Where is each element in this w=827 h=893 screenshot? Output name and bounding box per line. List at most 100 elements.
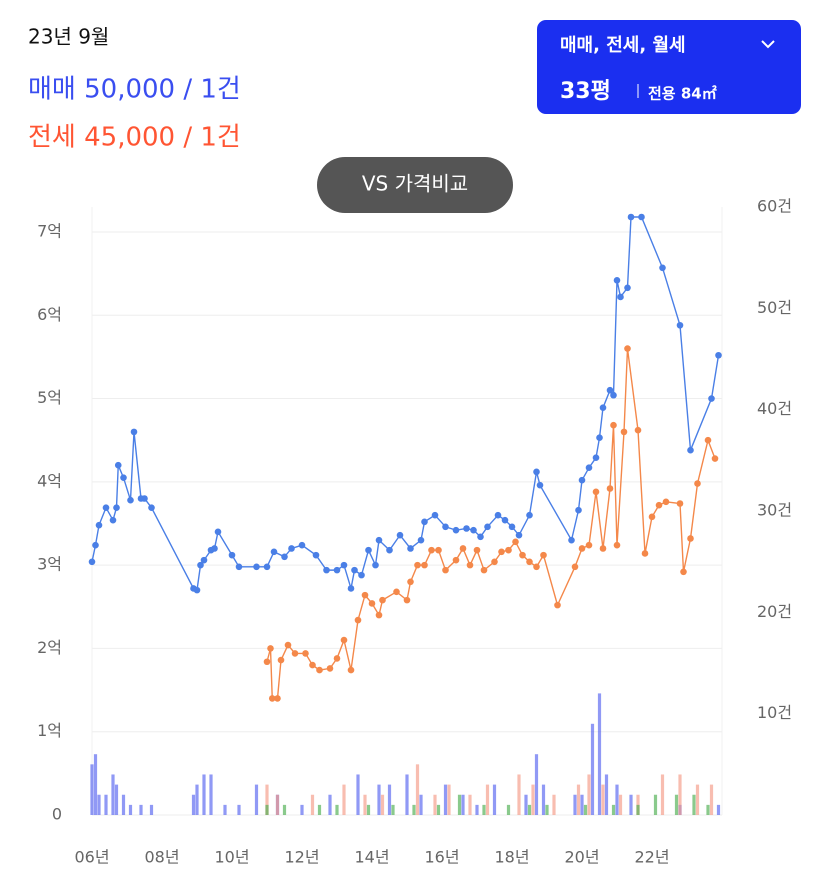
volume-bar	[534, 754, 539, 815]
price-point	[263, 563, 271, 571]
price-point	[270, 548, 278, 556]
volume-bar	[191, 794, 196, 815]
area[interactable]: 전용 84㎡	[648, 85, 717, 103]
price-point	[498, 548, 505, 556]
price-point	[463, 525, 470, 532]
price-point	[578, 545, 586, 552]
price-point	[421, 518, 428, 526]
filter-button[interactable]: 매매, 전세, 월세 33평 전용 84㎡	[537, 20, 801, 114]
price-point	[228, 551, 236, 559]
price-point	[102, 504, 110, 511]
volume-bar	[342, 784, 346, 815]
price-point	[326, 665, 334, 672]
size[interactable]: 33평	[560, 79, 611, 104]
price-point	[533, 468, 540, 476]
volume-bar	[415, 764, 420, 815]
volume-bars	[265, 794, 710, 815]
price-point	[662, 498, 670, 506]
volume-bar	[387, 784, 392, 815]
volume-bar	[590, 723, 595, 815]
x-tick-label: 22년	[634, 848, 669, 867]
volume-bar	[716, 804, 721, 815]
compare-button[interactable]: VS 가격비교	[317, 157, 513, 213]
sale-price: 매매 50,000 / 1건	[28, 75, 241, 105]
volume-bar	[282, 804, 287, 815]
volume-bar	[310, 794, 315, 815]
price-point	[585, 464, 593, 471]
x-tick-label: 08년	[144, 848, 179, 867]
price-point	[694, 480, 701, 487]
price-point	[533, 563, 540, 571]
volume-bar	[93, 754, 98, 815]
price-point	[624, 345, 631, 352]
volume-bar	[457, 794, 462, 815]
price-point	[452, 556, 460, 564]
price-point	[333, 655, 341, 662]
compare-label[interactable]: VS 가격비교	[362, 172, 468, 196]
price-point	[484, 523, 491, 531]
volume-bar	[209, 774, 213, 815]
volume-bar	[611, 804, 616, 815]
price-point	[253, 563, 260, 571]
price-point	[211, 545, 218, 552]
volume-bar	[366, 804, 371, 815]
price-point	[512, 538, 519, 546]
x-tick-label: 16년	[424, 848, 459, 867]
price-point	[613, 541, 621, 549]
price-point	[120, 474, 127, 481]
price-point	[277, 656, 285, 664]
volume-bar	[492, 784, 497, 815]
y-tick-label: 4억	[37, 471, 62, 490]
price-point	[407, 578, 414, 586]
price-point	[519, 551, 526, 559]
price-point	[333, 566, 341, 574]
price-point	[575, 506, 582, 514]
price-point	[316, 666, 323, 674]
volume-bar	[363, 794, 367, 815]
price-point	[414, 561, 421, 569]
price-point	[634, 426, 642, 434]
price-point	[284, 641, 292, 649]
price-point	[358, 571, 365, 579]
price-point	[470, 526, 477, 534]
volume-bar	[265, 804, 269, 815]
volume-bar	[573, 794, 577, 815]
x-tick-label: 10년	[214, 848, 249, 867]
price-point	[354, 616, 362, 624]
price-point	[281, 553, 288, 561]
price-point	[435, 546, 442, 554]
price-point	[585, 541, 593, 549]
price-point	[676, 321, 684, 329]
price-point	[659, 264, 666, 272]
price-point	[347, 666, 355, 674]
volume-bar	[195, 784, 199, 815]
volume-bar	[580, 794, 584, 815]
price-point	[526, 558, 533, 566]
price-point	[431, 511, 439, 519]
filter-bg[interactable]	[537, 20, 801, 114]
price-point	[379, 596, 386, 604]
volume-bar	[524, 794, 528, 815]
volume-bar	[254, 784, 259, 815]
price-point	[109, 516, 117, 524]
y2-tick-label: 10건	[757, 703, 792, 722]
compare-bg[interactable]	[317, 157, 513, 213]
price-point	[375, 611, 383, 619]
volume-bar	[90, 764, 94, 815]
volume-bar	[517, 774, 521, 815]
price-point	[494, 511, 502, 519]
volume-bar	[356, 774, 360, 815]
price-point	[491, 558, 498, 566]
x-tick-label: 06년	[74, 848, 109, 867]
price-point	[268, 695, 276, 702]
price-point	[617, 293, 624, 301]
price-point	[403, 596, 411, 604]
price-point	[375, 536, 383, 544]
price-point	[288, 545, 295, 552]
chevron	[761, 40, 775, 49]
filter-label[interactable]: 매매, 전세, 월세	[560, 35, 686, 56]
volume-bar	[597, 693, 602, 815]
y2-tick-label: 50건	[757, 298, 792, 317]
volume-bar	[618, 794, 623, 815]
volume-bar	[629, 794, 633, 815]
